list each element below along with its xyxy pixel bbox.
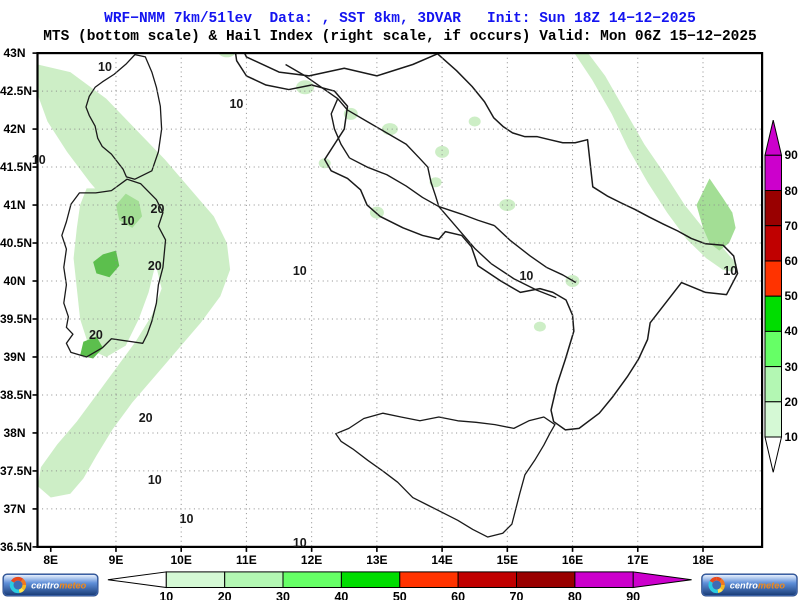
svg-text:centrometeo: centrometeo bbox=[730, 581, 786, 591]
svg-text:centrometeo: centrometeo bbox=[31, 581, 87, 591]
